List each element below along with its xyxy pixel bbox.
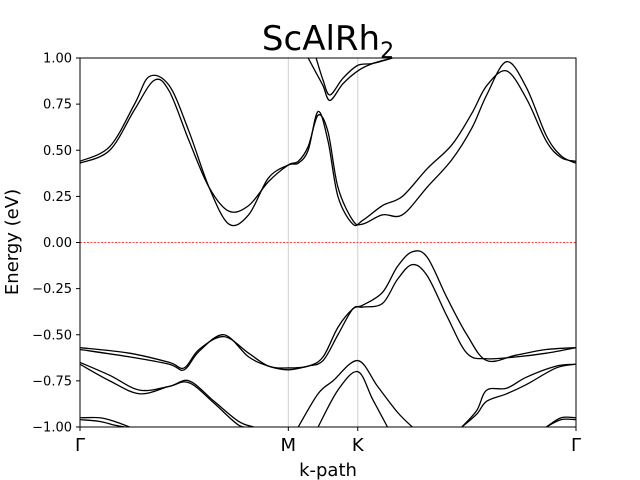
x-axis-label: k-path [299, 460, 357, 480]
y-tick-label: 0.75 [43, 98, 72, 113]
kpoint-label: Γ [571, 435, 581, 456]
band-line-13 [80, 416, 130, 427]
y-tick-label: −0.50 [32, 328, 72, 343]
y-tick-label: −1.00 [32, 421, 72, 436]
band-line-5 [80, 250, 576, 370]
band-line-3 [307, 58, 393, 102]
band-line-16 [545, 416, 576, 427]
band-line-6 [80, 263, 576, 371]
y-tick-label: 0.50 [43, 144, 72, 159]
y-tick-label: 0.25 [43, 190, 72, 205]
band-line-10 [317, 370, 389, 427]
band-line-15 [545, 418, 576, 427]
band-line-4 [315, 58, 393, 96]
band-line-12 [461, 363, 576, 427]
band-line-14 [80, 418, 125, 427]
band-line-1 [80, 61, 576, 226]
kpoint-label: M [281, 435, 297, 456]
band-lines [80, 58, 576, 427]
band-line-11 [461, 363, 576, 427]
y-axis-label: Energy (eV) [2, 189, 23, 295]
band-line-2 [80, 69, 576, 227]
y-tick-label: 1.00 [43, 52, 72, 67]
kpoint-label: Γ [75, 435, 85, 456]
y-tick-label: 0.00 [43, 236, 72, 251]
kpoint-label: K [352, 435, 365, 456]
band-line-8 [80, 361, 254, 427]
band-line-9 [297, 359, 413, 427]
chart-title: ScAlRh2 [262, 19, 394, 64]
y-axis-ticks: −1.00 −0.75 −0.50 −0.25 0.00 0.25 0.50 0.75 1.00 [32, 52, 80, 436]
y-tick-label: −0.75 [32, 374, 72, 389]
y-tick-label: −0.25 [32, 282, 72, 297]
chart-title-main: ScAlRh [262, 19, 380, 59]
